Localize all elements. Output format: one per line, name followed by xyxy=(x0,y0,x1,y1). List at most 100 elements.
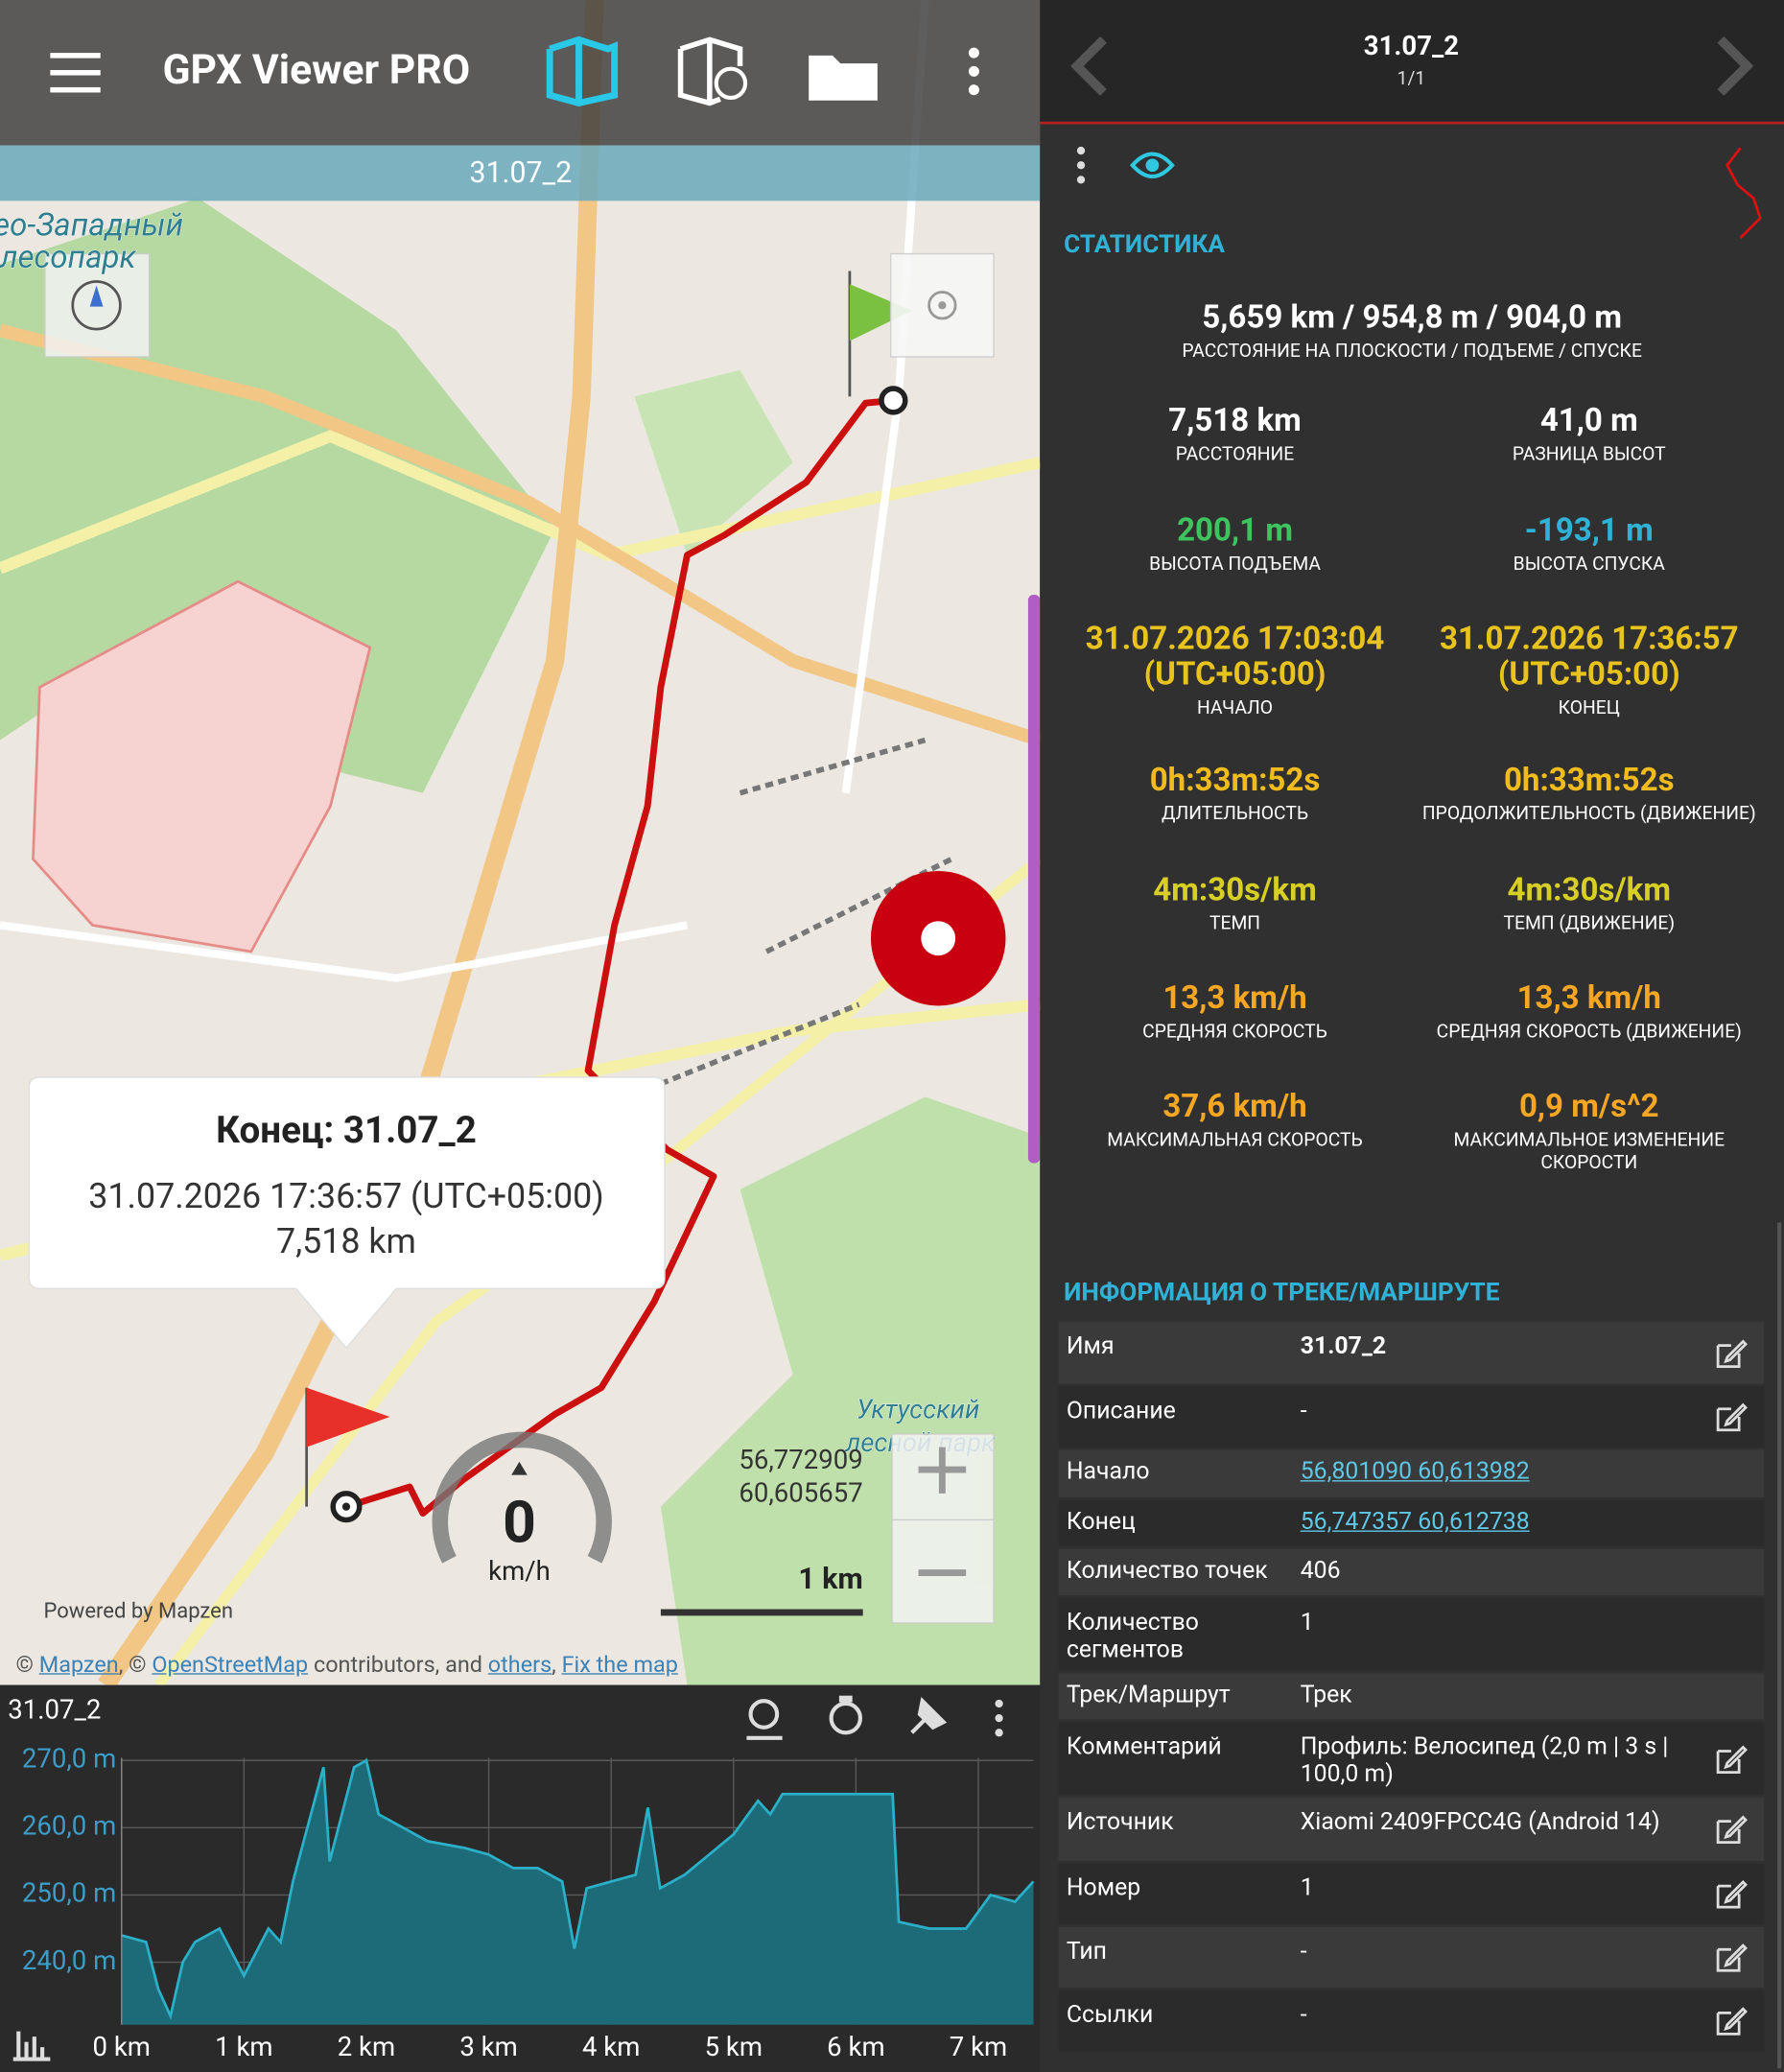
x-tick-label: 1 km xyxy=(215,2031,272,2062)
stat: 4m:30s/km ТЕМП (ДВИЖЕНИЕ) xyxy=(1413,872,1766,935)
side-page: 1/1 xyxy=(1397,67,1426,89)
scrollbar xyxy=(1777,1222,1782,2069)
info-row: Трек/Маршрут Трек xyxy=(1058,1673,1765,1720)
coord: 56,772909 xyxy=(739,1444,862,1475)
stat-value: 0,9 m/s^2 xyxy=(1518,1087,1659,1125)
info-row: Конец 56,747357 60,612738 xyxy=(1058,1499,1765,1547)
info-value[interactable]: 56,747357 60,612738 xyxy=(1300,1508,1530,1536)
edit-icon[interactable] xyxy=(1714,1741,1749,1776)
callout-time: 31.07.2026 17:36:57 (UTC+05:00) xyxy=(88,1176,603,1216)
map-label: лесопарк xyxy=(0,239,137,276)
speed-unit: km/h xyxy=(488,1555,551,1587)
stat: 13,3 km/h СРЕДНЯЯ СКОРОСТЬ (ДВИЖЕНИЕ) xyxy=(1413,980,1766,1044)
info-heading: ИНФОРМАЦИЯ О ТРЕКЕ/МАРШРУТЕ xyxy=(1064,1276,1500,1307)
edit-icon[interactable] xyxy=(1714,1335,1749,1370)
summary-label: РАССТОЯНИЕ НА ПЛОСКОСТИ / ПОДЪЕМЕ / СПУС… xyxy=(1182,341,1642,363)
x-tick-label: 4 km xyxy=(582,2031,640,2062)
y-tick-label: 240,0 m xyxy=(22,1944,116,1976)
elevation-line xyxy=(121,1758,1035,2020)
info-value: - xyxy=(1300,1937,1307,1966)
speed-value: 0 xyxy=(503,1488,536,1556)
summary: 5,659 km / 954,8 m / 904,0 m РАССТОЯНИЕ … xyxy=(1040,298,1784,362)
x-tick-label: 2 km xyxy=(338,2031,395,2062)
attribution-text: , © xyxy=(118,1652,153,1679)
elevation-chart: 31.07_2 240,0 m 250,0 m 260,0 m 270,0 m 0 km… xyxy=(8,1694,1035,2062)
attribution-text: , xyxy=(552,1652,562,1679)
summary-value: 5,659 km / 954,8 m / 904,0 m xyxy=(1202,298,1623,336)
stat-value: 31.07.2026 17:03:04 (UTC+05:00) xyxy=(1085,620,1385,693)
stat-value: 4m:30s/km xyxy=(1153,870,1317,908)
stat-value: 41,0 m xyxy=(1539,401,1638,439)
stat: 37,6 km/h МАКСИМАЛЬНАЯ СКОРОСТЬ xyxy=(1059,1089,1412,1152)
callout-title: Конец: 31.07_2 xyxy=(216,1109,477,1152)
stat-value: -193,1 m xyxy=(1524,511,1654,549)
edit-icon[interactable] xyxy=(1714,1812,1749,1847)
stat-label: РАЗНИЦА ВЫСОТ xyxy=(1512,443,1666,465)
attribution: © Mapzen, © OpenStreetMap contributors, … xyxy=(16,1652,678,1679)
map-label: Уктусский xyxy=(857,1394,980,1425)
stat-value: 13,3 km/h xyxy=(1162,978,1307,1017)
stat-value: 200,1 m xyxy=(1177,511,1293,549)
edit-icon-shape xyxy=(1716,1815,1748,1845)
stat-label: ВЫСОТА СПУСКА xyxy=(1513,553,1665,576)
attribution-link[interactable]: OpenStreetMap xyxy=(152,1652,309,1679)
info-key: Конец xyxy=(1066,1508,1136,1536)
elevation-area xyxy=(121,1760,1034,2025)
callout-distance: 7,518 km xyxy=(276,1221,416,1261)
stat: 200,1 m ВЫСОТА ПОДЪЕМА xyxy=(1059,511,1412,577)
stat-label: МАКСИМАЛЬНАЯ СКОРОСТЬ xyxy=(1107,1130,1363,1152)
coord: 60,605657 xyxy=(739,1477,862,1509)
map-label: ео-Западный xyxy=(0,207,183,245)
stat-label: ТЕМП xyxy=(1209,913,1261,935)
attribution-link[interactable]: Fix the map xyxy=(561,1652,678,1679)
edit-icon-shape xyxy=(1716,1880,1748,1909)
stat: 31.07.2026 17:36:57 (UTC+05:00) КОНЕЦ xyxy=(1413,621,1766,720)
track-title: 31.07_2 xyxy=(469,156,572,190)
info-value: - xyxy=(1300,1397,1307,1425)
map: GPX Viewer PRO 31.07_2 ео-Западный лесоп… xyxy=(0,0,1041,1685)
edit-icon-shape xyxy=(1716,1402,1748,1432)
profile-title: 31.07_2 xyxy=(8,1694,101,1726)
info-row: Количество сегментов 1 xyxy=(1058,1597,1765,1671)
scale-label: 1 km xyxy=(798,1563,862,1596)
attribution-text: © xyxy=(15,1652,39,1679)
app-title: GPX Viewer PRO xyxy=(162,46,470,94)
edit-icon[interactable] xyxy=(1714,2004,1749,2038)
edit-icon[interactable] xyxy=(1714,1400,1749,1434)
stat-label: СРЕДНЯЯ СКОРОСТЬ xyxy=(1142,1022,1327,1044)
info-key: Источник xyxy=(1066,1807,1174,1836)
stats-heading: СТАТИСТИКА xyxy=(1064,230,1225,259)
info-value[interactable]: 56,801090 60,613982 xyxy=(1300,1457,1530,1486)
stat-value: 0h:33m:52s xyxy=(1503,761,1675,799)
y-tick-label: 270,0 m xyxy=(22,1743,116,1775)
stat: -193,1 m ВЫСОТА СПУСКА xyxy=(1413,511,1766,577)
y-tick-label: 260,0 m xyxy=(22,1810,116,1842)
stat-label: СРЕДНЯЯ СКОРОСТЬ (ДВИЖЕНИЕ) xyxy=(1436,1022,1742,1044)
stat-label: НАЧАЛО xyxy=(1197,697,1274,719)
stat-label: ВЫСОТА ПОДЪЕМА xyxy=(1149,553,1321,576)
info-value: Профиль: Велосипед (2,0 m | 3 s | 100,0 … xyxy=(1300,1732,1669,1789)
stat-value: 37,6 km/h xyxy=(1162,1087,1307,1125)
x-tick-label: 5 km xyxy=(705,2031,763,2062)
stat: 7,518 km РАССТОЯНИЕ xyxy=(1059,403,1412,466)
info-value: - xyxy=(1300,2000,1307,2029)
side-header xyxy=(1040,0,1784,122)
stat-label: РАССТОЯНИЕ xyxy=(1175,443,1295,465)
x-tick-label: 7 km xyxy=(950,2031,1007,2062)
stat-label: ДЛИТЕЛЬНОСТЬ xyxy=(1161,803,1309,825)
edit-icon[interactable] xyxy=(1714,1876,1749,1911)
stat-label: МАКСИМАЛЬНОЕ ИЗМЕНЕНИЕ СКОРОСТИ xyxy=(1453,1130,1725,1174)
divider xyxy=(1040,121,1784,125)
attribution-link[interactable]: Mapzen xyxy=(38,1652,119,1679)
edit-icon-shape xyxy=(1716,1744,1748,1774)
info-row: Имя 31.07_2 xyxy=(1058,1321,1765,1384)
attribution-text: contributors, and xyxy=(308,1652,488,1679)
info-row: Комментарий Профиль: Велосипед (2,0 m | 3… xyxy=(1058,1722,1765,1796)
attribution-link[interactable]: others xyxy=(487,1652,552,1679)
stat-label: ТЕМП (ДВИЖЕНИЕ) xyxy=(1503,913,1676,935)
edit-icon[interactable] xyxy=(1714,1941,1749,1975)
y-tick-label: 250,0 m xyxy=(22,1877,116,1909)
stat: 0,9 m/s^2 МАКСИМАЛЬНОЕ ИЗМЕНЕНИЕ СКОРОСТИ xyxy=(1413,1089,1766,1175)
stat: 0h:33m:52s ДЛИТЕЛЬНОСТЬ xyxy=(1059,762,1412,826)
info-row: Количество точек 406 xyxy=(1058,1548,1765,1595)
